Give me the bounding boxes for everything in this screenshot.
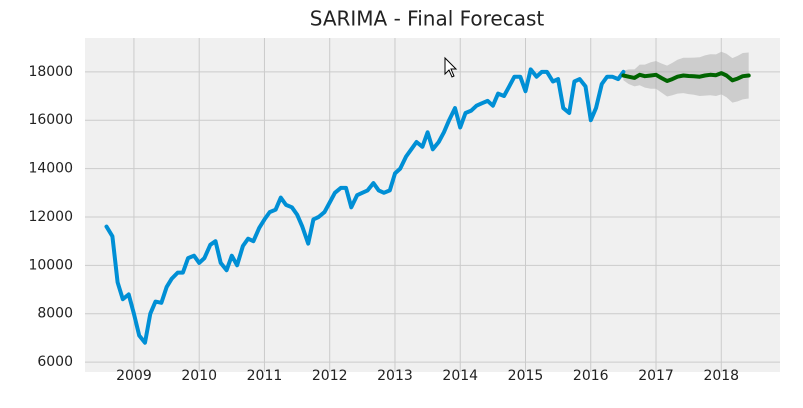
x-tick-label: 2012 — [312, 368, 348, 384]
x-tick-label: 2013 — [377, 368, 413, 384]
x-tick-label: 2018 — [703, 368, 739, 384]
x-tick-label: 2009 — [116, 368, 152, 384]
y-tick-label: 18000 — [28, 64, 73, 80]
x-tick-label: 2016 — [573, 368, 609, 384]
y-tick-label: 8000 — [37, 306, 73, 322]
x-tick-label: 2014 — [442, 368, 478, 384]
plot-layer: 6000 8000 10000 12000 14000 16000 18000 2009 201… — [28, 38, 780, 384]
x-tick-label: 2017 — [638, 368, 674, 384]
y-tick-label: 16000 — [28, 112, 73, 128]
data-line — [621, 71, 751, 83]
chart-title: SARIMA - Final Forecast — [310, 7, 545, 31]
y-tick-label: 12000 — [28, 209, 73, 225]
mouse-cursor — [444, 56, 458, 78]
x-tick-label: 2011 — [247, 368, 283, 384]
data-line — [104, 67, 626, 345]
x-tick-label: 2010 — [181, 368, 217, 384]
x-tick-label: 2015 — [508, 368, 544, 384]
y-tick-label: 6000 — [37, 354, 73, 370]
y-tick-label: 14000 — [28, 161, 73, 177]
y-tick-label: 10000 — [28, 257, 73, 273]
